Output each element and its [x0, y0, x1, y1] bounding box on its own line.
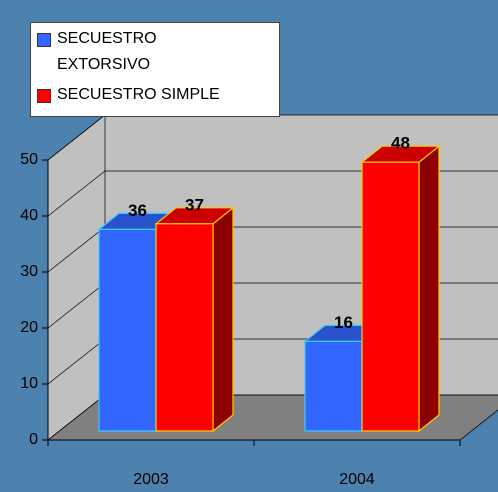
y-tick-label: 20 — [20, 319, 38, 336]
legend-swatch — [37, 33, 51, 47]
legend: SECUESTRO EXTORSIVO SECUESTRO SIMPLE — [30, 22, 280, 117]
y-tick-label: 40 — [20, 207, 38, 224]
legend-item: SECUESTRO EXTORSIVO — [37, 30, 273, 78]
y-tick-label: 10 — [20, 375, 38, 392]
legend-item: SECUESTRO SIMPLE — [37, 86, 273, 104]
x-tick-label: 2003 — [133, 471, 169, 488]
value-label: 48 — [391, 134, 410, 153]
grid-line — [47, 282, 106, 329]
bar-side — [212, 206, 234, 433]
grid-line — [47, 394, 106, 441]
grid-line — [47, 114, 106, 161]
bar — [304, 340, 363, 432]
x-tick-label: 2004 — [339, 471, 375, 488]
legend-label: SECUESTRO SIMPLE — [57, 86, 220, 103]
grid-line — [47, 338, 106, 385]
value-label: 16 — [334, 313, 353, 332]
y-tick-label: 50 — [20, 151, 38, 168]
y-tick-label: 30 — [20, 263, 38, 280]
grid-line — [47, 226, 106, 273]
value-label: 36 — [128, 201, 147, 220]
legend-label: SECUESTRO EXTORSIVO — [57, 30, 157, 73]
grid-line — [47, 170, 106, 217]
side-wall — [47, 114, 106, 441]
bar — [155, 223, 214, 432]
bar — [98, 228, 157, 432]
y-tick-label: 0 — [29, 431, 38, 448]
value-label: 37 — [185, 195, 204, 214]
bar-side — [418, 144, 440, 433]
bar — [361, 161, 420, 432]
legend-swatch — [37, 89, 51, 103]
